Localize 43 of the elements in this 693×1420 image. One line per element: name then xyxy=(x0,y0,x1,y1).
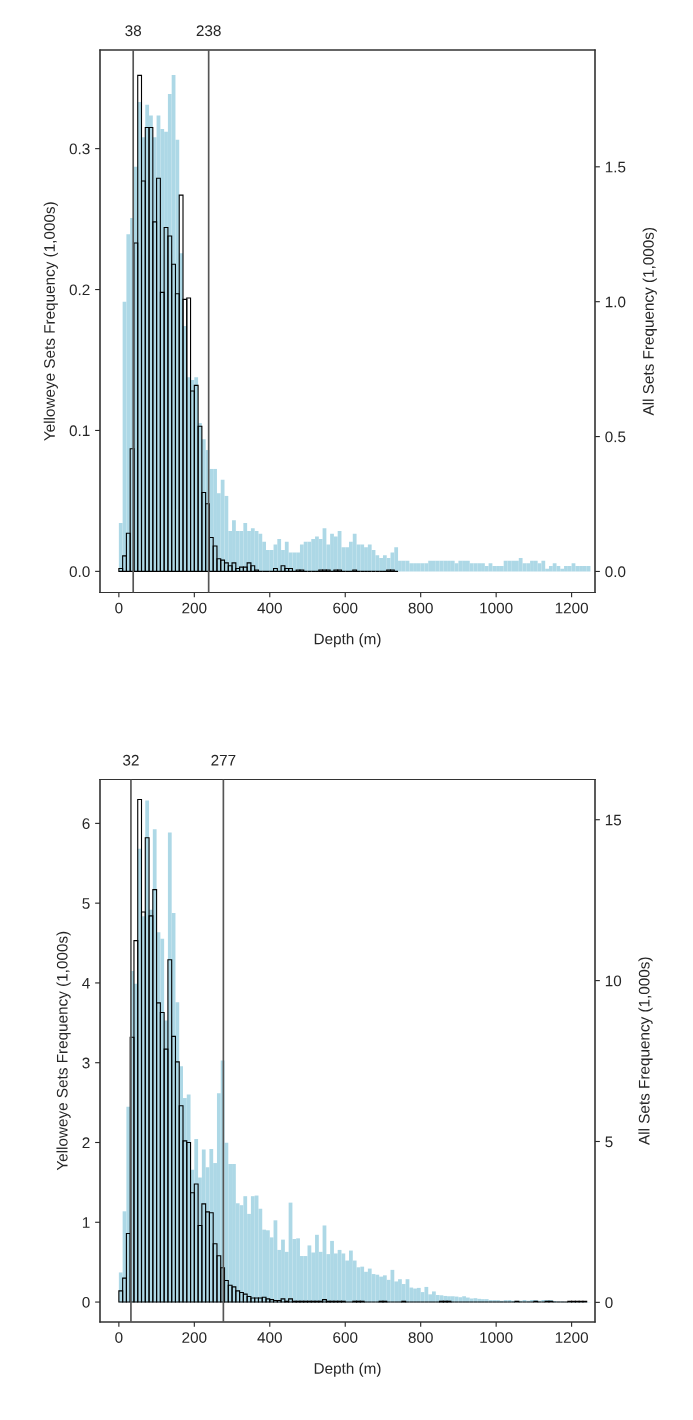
x-tick-label: 600 xyxy=(333,602,358,614)
x-tick-label: 0 xyxy=(115,1332,123,1343)
y-tick-label: 6 xyxy=(82,818,90,830)
x-tick-label: 1200 xyxy=(555,602,589,614)
y2-tick-label: 0.5 xyxy=(605,431,626,443)
y-tick-label: 0 xyxy=(82,1296,90,1308)
x-tick-label: 600 xyxy=(333,1332,358,1343)
y-tick-label: 2 xyxy=(82,1137,90,1149)
x-tick-label: 0 xyxy=(115,602,123,614)
y-tick-label: 4 xyxy=(82,977,90,989)
x-tick-label: 1000 xyxy=(480,1332,513,1343)
x-tick-label: 800 xyxy=(408,602,433,614)
y2-tick-label: 5 xyxy=(605,1136,613,1148)
y-tick-label: 0.1 xyxy=(69,425,90,437)
y-tick-label: 5 xyxy=(82,898,90,909)
ref-line-label: 238 xyxy=(196,25,221,37)
y2-tick-label: 0.0 xyxy=(605,566,626,578)
y2-tick-label: 10 xyxy=(605,975,622,987)
y2-tick-label: 1.5 xyxy=(605,161,626,173)
y-tick-label: 0.2 xyxy=(69,284,90,296)
y2-axis-title: All Sets Frequency (1,000s) xyxy=(638,957,653,1145)
x-tick-label: 400 xyxy=(257,602,282,614)
x-tick-label: 200 xyxy=(182,1332,207,1343)
y-axis-title: Yelloweye Sets Frequency (1,000s) xyxy=(43,202,58,441)
ref-line-label: 32 xyxy=(123,754,139,766)
x-tick-label: 1200 xyxy=(555,1332,589,1343)
y2-tick-label: 15 xyxy=(605,814,622,826)
y2-axis-title: All Sets Frequency (1,000s) xyxy=(642,227,657,416)
ref-line-label: 38 xyxy=(125,25,142,37)
y2-tick-label: 0 xyxy=(605,1297,613,1309)
x-axis-title: Depth (m) xyxy=(314,633,381,648)
x-tick-label: 400 xyxy=(257,1332,282,1343)
y-tick-label: 0.0 xyxy=(69,566,90,578)
y2-tick-label: 1.0 xyxy=(605,296,626,308)
x-tick-label: 800 xyxy=(408,1332,433,1343)
x-axis-title: Depth (m) xyxy=(314,1362,381,1377)
y-tick-label: 3 xyxy=(82,1057,90,1069)
y-tick-label: 1 xyxy=(82,1217,90,1228)
y-axis-title: Yelloweye Sets Frequency (1,000s) xyxy=(56,931,71,1171)
y-tick-label: 0.3 xyxy=(69,143,90,155)
x-tick-label: 1000 xyxy=(480,602,513,614)
x-tick-label: 200 xyxy=(182,602,207,614)
ref-line-label: 277 xyxy=(211,754,236,766)
